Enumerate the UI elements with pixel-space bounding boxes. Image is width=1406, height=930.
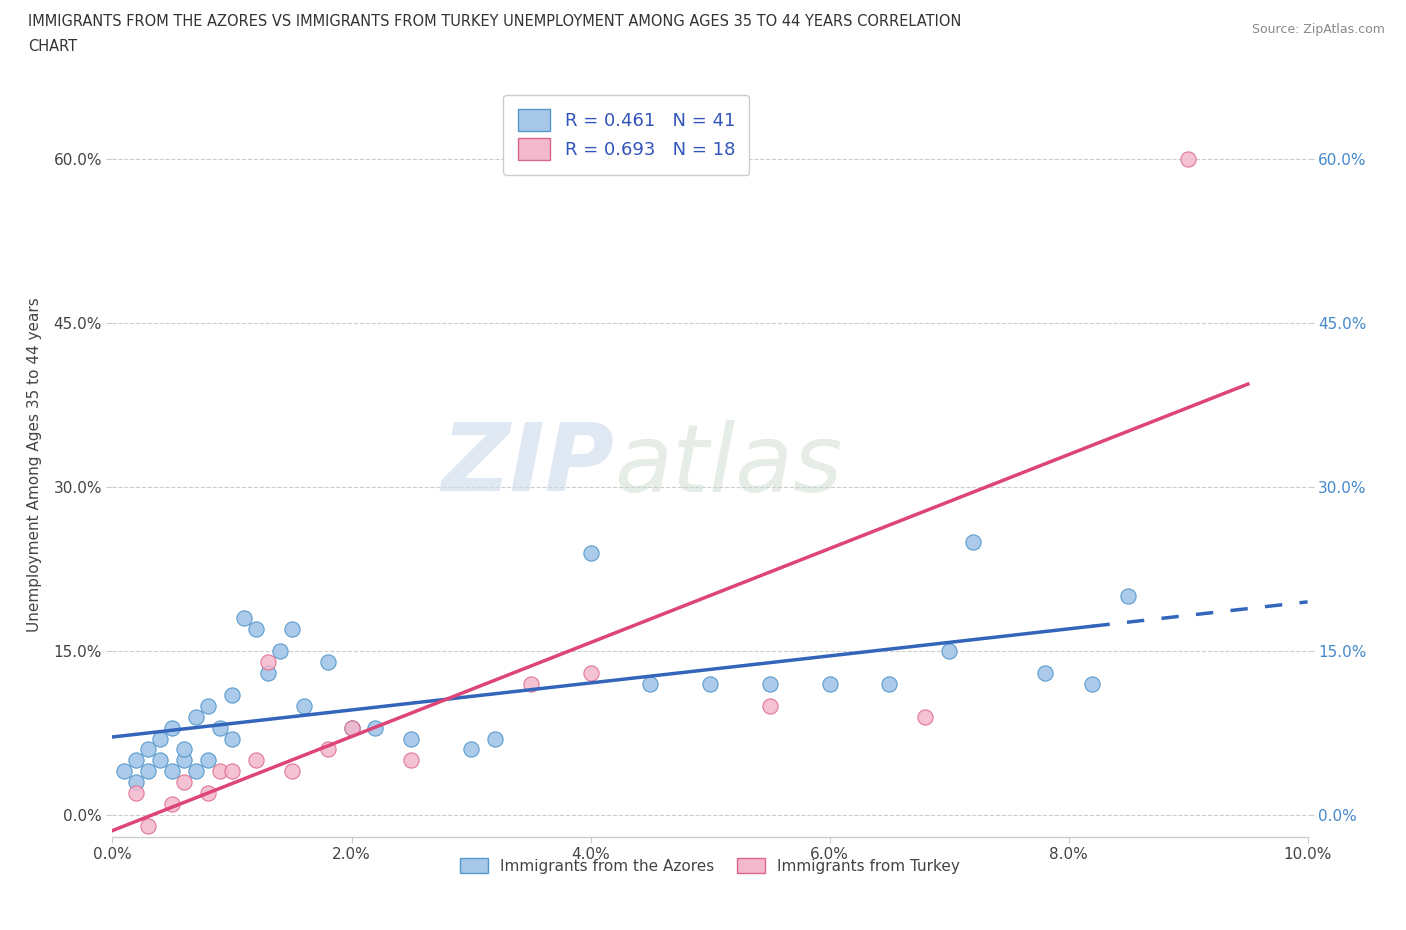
Point: [186, 710, 208, 724]
Point: [197, 753, 219, 768]
Point: [233, 611, 256, 626]
Point: [125, 786, 148, 801]
Point: [245, 753, 267, 768]
Point: [460, 742, 482, 757]
Point: [197, 786, 219, 801]
Point: [186, 764, 208, 778]
Point: [162, 797, 183, 812]
Point: [316, 655, 339, 670]
Point: [221, 764, 243, 778]
Text: Source: ZipAtlas.com: Source: ZipAtlas.com: [1251, 23, 1385, 36]
Point: [818, 676, 841, 691]
Point: [1177, 152, 1199, 166]
Text: atlas: atlas: [614, 419, 842, 511]
Y-axis label: Unemployment Among Ages 35 to 44 years: Unemployment Among Ages 35 to 44 years: [28, 298, 42, 632]
Point: [209, 720, 232, 735]
Point: [1118, 589, 1140, 604]
Point: [269, 644, 291, 658]
Point: [257, 655, 280, 670]
Point: [759, 698, 782, 713]
Point: [340, 720, 363, 735]
Point: [484, 731, 506, 746]
Point: [138, 818, 160, 833]
Point: [879, 676, 901, 691]
Point: [699, 676, 721, 691]
Point: [149, 731, 172, 746]
Point: [221, 731, 243, 746]
Point: [114, 764, 135, 778]
Point: [281, 621, 304, 636]
Point: [962, 534, 984, 549]
Point: [401, 753, 423, 768]
Point: [138, 742, 160, 757]
Point: [257, 666, 280, 681]
Point: [914, 710, 936, 724]
Legend: Immigrants from the Azores, Immigrants from Turkey: Immigrants from the Azores, Immigrants f…: [453, 850, 967, 882]
Point: [340, 720, 363, 735]
Point: [138, 764, 160, 778]
Point: [125, 753, 148, 768]
Point: [579, 666, 602, 681]
Point: [245, 621, 267, 636]
Point: [162, 720, 183, 735]
Point: [173, 775, 195, 790]
Point: [173, 742, 195, 757]
Point: [759, 676, 782, 691]
Point: [221, 687, 243, 702]
Point: [1033, 666, 1056, 681]
Point: [364, 720, 387, 735]
Point: [281, 764, 304, 778]
Point: [316, 742, 339, 757]
Text: CHART: CHART: [28, 39, 77, 54]
Text: IMMIGRANTS FROM THE AZORES VS IMMIGRANTS FROM TURKEY UNEMPLOYMENT AMONG AGES 35 : IMMIGRANTS FROM THE AZORES VS IMMIGRANTS…: [28, 14, 962, 29]
Point: [520, 676, 543, 691]
Point: [149, 753, 172, 768]
Point: [125, 775, 148, 790]
Point: [1081, 676, 1104, 691]
Point: [162, 764, 183, 778]
Point: [173, 753, 195, 768]
Point: [401, 731, 423, 746]
Point: [197, 698, 219, 713]
Point: [579, 545, 602, 560]
Point: [209, 764, 232, 778]
Point: [640, 676, 662, 691]
Point: [938, 644, 960, 658]
Text: ZIP: ZIP: [441, 419, 614, 511]
Point: [292, 698, 315, 713]
